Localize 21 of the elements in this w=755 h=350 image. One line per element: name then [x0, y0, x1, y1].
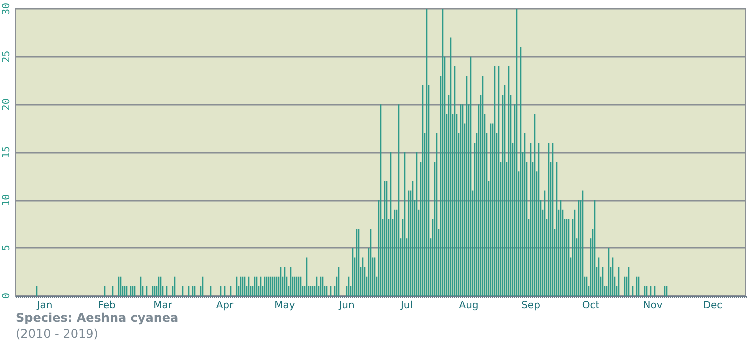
x-tick-label: Jul: [400, 300, 414, 312]
x-tick-label: Nov: [643, 300, 663, 312]
x-tick-label: May: [274, 300, 296, 312]
x-tick-label: Apr: [216, 300, 235, 312]
y-tick-label: 30: [2, 2, 12, 16]
x-tick-label: Jun: [338, 300, 355, 312]
y-tick-label: 10: [2, 194, 12, 206]
y-tick-label: 5: [2, 245, 12, 252]
x-tick-label: Oct: [582, 300, 600, 312]
x-tick-label: Dec: [703, 300, 723, 312]
text: (2010 - 2019): [16, 327, 98, 341]
y-tick-label: 20: [2, 98, 12, 111]
y-tick-label: 25: [2, 50, 12, 63]
x-tick-label: Jan: [36, 300, 53, 312]
y-tick-label: 0: [2, 292, 12, 300]
x-tick-label: Feb: [98, 300, 116, 312]
x-tick-label: Mar: [154, 300, 174, 312]
x-tick-label: Sep: [522, 300, 540, 312]
x-tick-label: Aug: [459, 300, 479, 312]
text: Species: Aeshna cyanea: [16, 311, 179, 325]
y-tick-label: 15: [2, 146, 12, 159]
